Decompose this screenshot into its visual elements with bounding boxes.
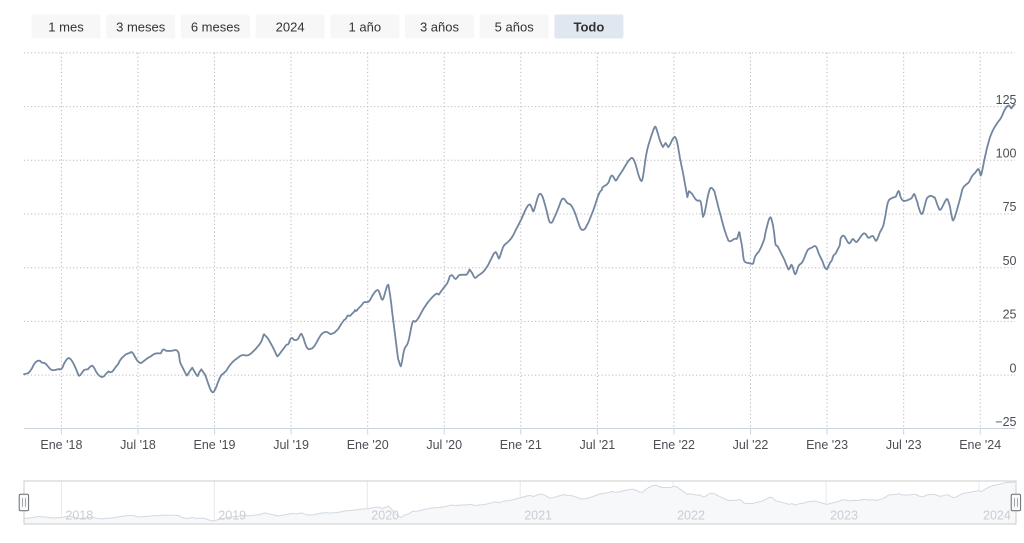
svg-text:2024: 2024 [276,20,305,35]
svg-text:Ene '20: Ene '20 [347,438,389,452]
svg-text:25: 25 [1003,308,1017,322]
svg-text:2024: 2024 [983,509,1011,523]
svg-text:3 años: 3 años [420,20,460,35]
svg-text:Ene '21: Ene '21 [500,438,542,452]
svg-text:125: 125 [996,93,1017,107]
svg-text:100: 100 [996,147,1017,161]
svg-text:2022: 2022 [677,509,705,523]
svg-text:2018: 2018 [65,509,93,523]
svg-text:1 año: 1 año [349,20,382,35]
svg-text:3 meses: 3 meses [116,20,166,35]
svg-text:2021: 2021 [524,509,552,523]
svg-text:Ene '19: Ene '19 [193,438,235,452]
svg-text:0: 0 [1010,361,1017,375]
svg-text:5 años: 5 años [495,20,535,35]
svg-text:75: 75 [1003,200,1017,214]
svg-text:Jul '18: Jul '18 [120,438,156,452]
svg-text:Jul '20: Jul '20 [426,438,462,452]
svg-text:Jul '23: Jul '23 [886,438,922,452]
svg-text:50: 50 [1003,254,1017,268]
svg-text:Ene '24: Ene '24 [959,438,1001,452]
svg-text:Todo: Todo [573,20,604,35]
svg-text:Jul '19: Jul '19 [273,438,309,452]
svg-text:Ene '18: Ene '18 [40,438,82,452]
svg-text:Jul '21: Jul '21 [580,438,616,452]
svg-text:2019: 2019 [218,509,246,523]
svg-text:6 meses: 6 meses [191,20,241,35]
svg-text:1 mes: 1 mes [48,20,84,35]
svg-text:Ene '23: Ene '23 [806,438,848,452]
svg-text:2020: 2020 [371,509,399,523]
svg-text:Jul '22: Jul '22 [733,438,769,452]
svg-text:2023: 2023 [830,509,858,523]
svg-text:−25: −25 [995,415,1016,429]
svg-text:Ene '22: Ene '22 [653,438,695,452]
